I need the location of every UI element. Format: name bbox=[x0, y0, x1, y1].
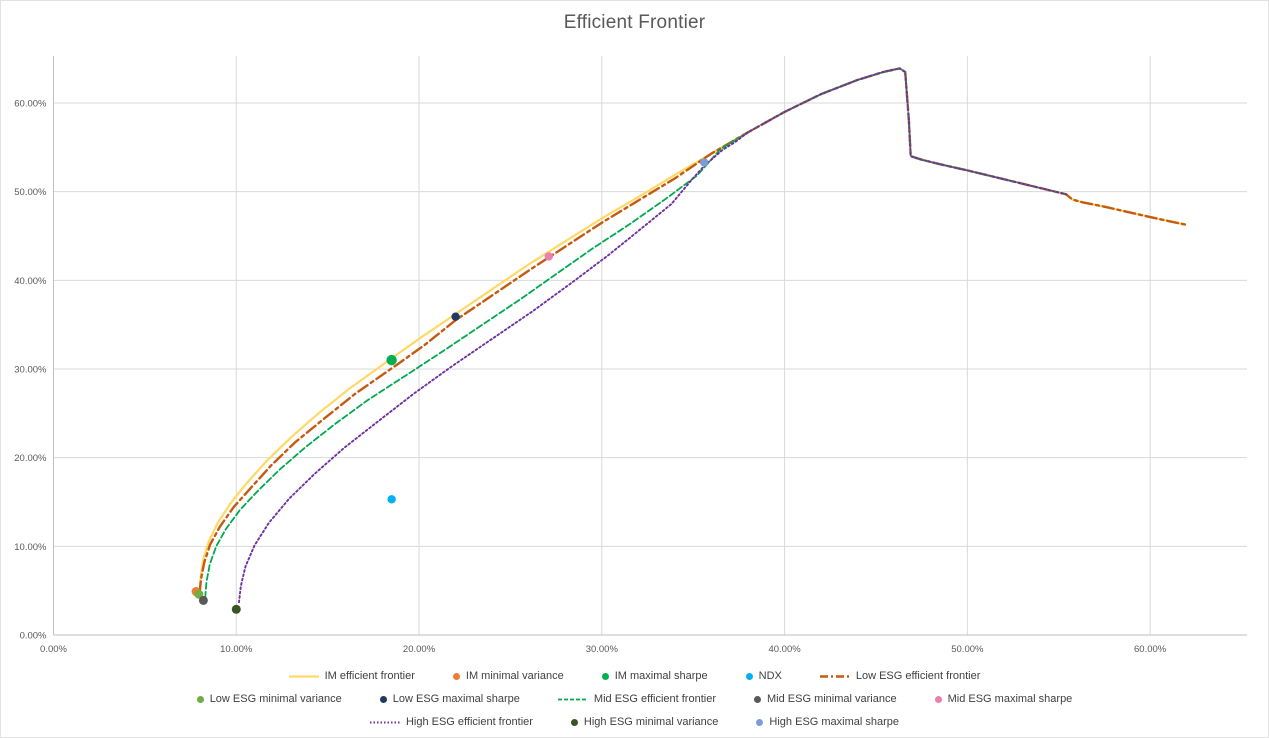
point-mid-esg-maximal-sharpe[interactable] bbox=[544, 252, 554, 261]
legend-line-swatch-icon bbox=[369, 721, 400, 723]
legend-item-mid-esg-minimal-variance[interactable]: Mid ESG minimal variance bbox=[754, 693, 897, 705]
legend-item-label: Mid ESG efficient frontier bbox=[593, 693, 716, 705]
legend-dot-swatch-icon bbox=[754, 695, 761, 703]
point-high-esg-maximal-sharpe[interactable] bbox=[699, 158, 709, 167]
x-axis-tick-label: 60.00% bbox=[1134, 644, 1167, 655]
legend-item-label: Low ESG maximal sharpe bbox=[392, 693, 520, 705]
series-line-high-efficient-frontier[interactable] bbox=[238, 67, 1068, 604]
x-axis-tick-label: 10.00% bbox=[220, 644, 253, 655]
y-axis-tick-label: 60.00% bbox=[14, 98, 47, 109]
y-axis-tick-label: 50.00% bbox=[14, 187, 47, 198]
x-axis-tick-label: 40.00% bbox=[768, 644, 801, 655]
legend-item-label: High ESG maximal sharpe bbox=[769, 716, 900, 728]
legend-dot-swatch-icon bbox=[745, 672, 753, 680]
y-axis-tick-label: 20.00% bbox=[14, 453, 47, 464]
x-axis-tick-label: 20.00% bbox=[403, 644, 436, 655]
legend-line-swatch-icon bbox=[819, 674, 850, 678]
legend-line-swatch-icon bbox=[288, 674, 319, 678]
point-mid-esg-minimal-variance[interactable] bbox=[198, 595, 208, 605]
legend-item-label: IM minimal variance bbox=[465, 670, 564, 682]
legend-dot-swatch-icon bbox=[196, 695, 204, 703]
legend-dot-swatch-icon bbox=[379, 695, 387, 703]
y-axis-tick-label: 0.00% bbox=[20, 631, 47, 642]
series-line-low-efficient-frontier[interactable] bbox=[198, 67, 1187, 594]
legend-item-label: Low ESG efficient frontier bbox=[855, 670, 981, 682]
chart-title: Efficient Frontier bbox=[563, 12, 706, 33]
y-axis-tick-label: 10.00% bbox=[14, 542, 47, 553]
point-ndx[interactable] bbox=[387, 495, 396, 504]
legend-item-im-efficient-frontier[interactable]: IM efficient frontier bbox=[288, 670, 415, 682]
legend-line-swatch-icon bbox=[557, 698, 588, 700]
x-axis-tick-label: 30.00% bbox=[586, 644, 619, 655]
point-im-maximal-sharpe[interactable] bbox=[386, 354, 397, 366]
chart-legend: IM efficient frontier IM minimal variance… bbox=[1, 665, 1268, 733]
legend-row: Low ESG minimal variance Low ESG maximal … bbox=[1, 688, 1268, 710]
point-high-esg-minimal-variance[interactable] bbox=[231, 604, 241, 614]
legend-item-label: High ESG efficient frontier bbox=[405, 716, 533, 728]
x-axis-tick-label: 0.00% bbox=[40, 644, 67, 655]
legend-item-im-minimal-variance[interactable]: IM minimal variance bbox=[452, 670, 564, 682]
legend-item-low-esg-maximal-sharpe[interactable]: Low ESG maximal sharpe bbox=[379, 693, 520, 705]
point-low-esg-minimal-variance[interactable] bbox=[194, 589, 204, 599]
legend-item-ndx[interactable]: NDX bbox=[745, 670, 782, 682]
y-axis-tick-label: 30.00% bbox=[14, 364, 47, 375]
legend-item-mid-efficient-frontier[interactable]: Mid ESG efficient frontier bbox=[557, 693, 716, 705]
x-axis-tick-label: 50.00% bbox=[951, 644, 984, 655]
legend-item-mid-esg-maximal-sharpe[interactable]: Mid ESG maximal sharpe bbox=[934, 693, 1073, 705]
series-line-mid-efficient-frontier[interactable] bbox=[204, 67, 1067, 599]
legend-item-label: Mid ESG minimal variance bbox=[767, 693, 897, 705]
legend-item-label: Mid ESG maximal sharpe bbox=[947, 693, 1073, 705]
legend-dot-swatch-icon bbox=[570, 718, 578, 726]
point-low-esg-maximal-sharpe[interactable] bbox=[451, 312, 460, 321]
legend-row: IM efficient frontier IM minimal variance… bbox=[1, 665, 1268, 687]
legend-item-im-maximal-sharpe[interactable]: IM maximal sharpe bbox=[601, 670, 708, 682]
legend-item-high-esg-maximal-sharpe[interactable]: High ESG maximal sharpe bbox=[756, 716, 899, 728]
legend-row: High ESG efficient frontier High ESG mini… bbox=[1, 711, 1268, 733]
legend-dot-swatch-icon bbox=[452, 672, 460, 680]
legend-dot-swatch-icon bbox=[934, 695, 942, 703]
y-axis-tick-label: 40.00% bbox=[14, 276, 47, 287]
legend-item-label: IM maximal sharpe bbox=[614, 670, 708, 682]
legend-dot-swatch-icon bbox=[601, 672, 609, 680]
legend-item-low-esg-minimal-variance[interactable]: Low ESG minimal variance bbox=[196, 693, 342, 705]
legend-item-label: IM efficient frontier bbox=[324, 670, 415, 682]
legend-item-high-esg-minimal-variance[interactable]: High ESG minimal variance bbox=[570, 716, 719, 728]
legend-item-label: Low ESG minimal variance bbox=[209, 693, 342, 705]
legend-item-label: High ESG minimal variance bbox=[583, 716, 719, 728]
legend-item-label: NDX bbox=[758, 670, 782, 682]
legend-dot-swatch-icon bbox=[756, 718, 764, 726]
legend-item-low-efficient-frontier[interactable]: Low ESG efficient frontier bbox=[819, 670, 981, 682]
legend-item-high-efficient-frontier[interactable]: High ESG efficient frontier bbox=[369, 716, 533, 728]
series-line-im-efficient-frontier[interactable] bbox=[198, 67, 1186, 594]
